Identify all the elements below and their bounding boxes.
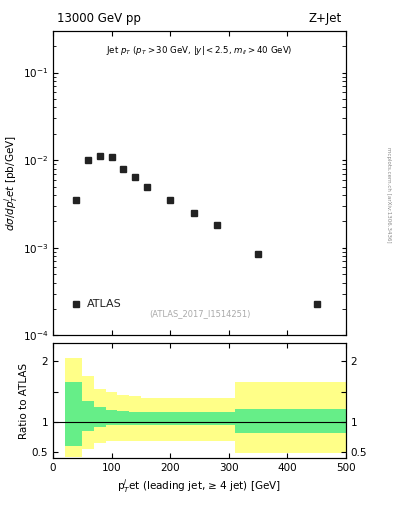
Text: 13000 GeV pp: 13000 GeV pp [57, 12, 141, 25]
Text: ATLAS: ATLAS [87, 298, 122, 309]
Y-axis label: Ratio to ATLAS: Ratio to ATLAS [19, 362, 29, 439]
Y-axis label: $d\sigma/dp^j_Tet$ [pb/GeV]: $d\sigma/dp^j_Tet$ [pb/GeV] [2, 135, 20, 231]
X-axis label: p$^j_T$et (leading jet, ≥ 4 jet) [GeV]: p$^j_T$et (leading jet, ≥ 4 jet) [GeV] [118, 477, 281, 495]
Text: (ATLAS_2017_I1514251): (ATLAS_2017_I1514251) [149, 310, 250, 318]
Text: Z+Jet: Z+Jet [309, 12, 342, 25]
Text: Jet $p_T$ ($p_T > 30$ GeV, $|y| < 2.5$, $m_{ll} > 40$ GeV): Jet $p_T$ ($p_T > 30$ GeV, $|y| < 2.5$, … [106, 45, 293, 57]
Text: mcplots.cern.ch [arXiv:1306.3436]: mcplots.cern.ch [arXiv:1306.3436] [386, 147, 391, 242]
